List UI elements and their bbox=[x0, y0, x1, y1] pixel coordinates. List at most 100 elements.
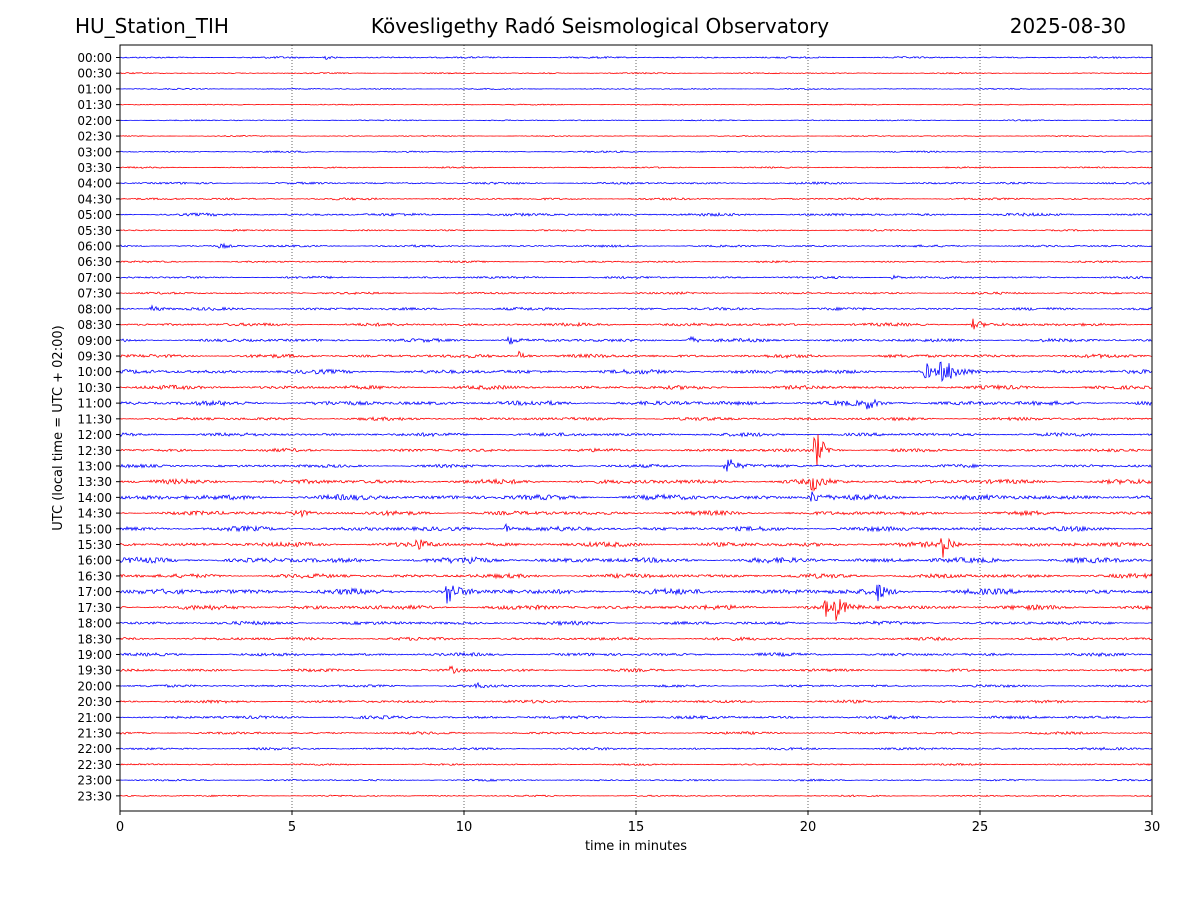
trace-0030 bbox=[119, 71, 1153, 75]
row-label: 21:00 bbox=[77, 711, 112, 725]
row-label: 17:30 bbox=[77, 601, 112, 615]
trace-0100 bbox=[119, 87, 1153, 91]
trace-0230 bbox=[119, 134, 1153, 138]
trace-0300 bbox=[119, 150, 1153, 154]
row-label: 15:30 bbox=[77, 538, 112, 552]
row-label: 09:00 bbox=[77, 334, 112, 348]
row-label: 04:00 bbox=[77, 177, 112, 191]
row-label: 19:00 bbox=[77, 648, 112, 662]
trace-1530 bbox=[119, 537, 1153, 558]
trace-1900 bbox=[119, 651, 1152, 658]
row-label: 22:00 bbox=[77, 742, 112, 756]
trace-0800 bbox=[119, 304, 1153, 312]
row-label: 11:00 bbox=[77, 397, 112, 411]
row-label: 17:00 bbox=[77, 585, 112, 599]
x-tick-label: 20 bbox=[800, 820, 817, 835]
row-label: 03:30 bbox=[77, 161, 112, 175]
trace-0200 bbox=[119, 119, 1153, 122]
trace-2200 bbox=[119, 746, 1153, 751]
station-name: HU_Station_TIH bbox=[75, 14, 229, 38]
row-label: 13:30 bbox=[77, 475, 112, 489]
row-label: 16:30 bbox=[77, 569, 112, 583]
trace-0530 bbox=[119, 228, 1153, 232]
row-label: 08:30 bbox=[77, 318, 112, 332]
x-tick-label: 25 bbox=[972, 820, 989, 835]
x-tick-label: 0 bbox=[116, 820, 124, 835]
trace-0000 bbox=[119, 55, 1153, 60]
row-label: 03:00 bbox=[77, 145, 112, 159]
row-label: 14:30 bbox=[77, 507, 112, 521]
row-label: 22:30 bbox=[77, 758, 112, 772]
row-label: 06:00 bbox=[77, 240, 112, 254]
trace-2100 bbox=[119, 714, 1153, 721]
trace-1300 bbox=[119, 459, 1153, 472]
trace-1930 bbox=[119, 665, 1153, 675]
row-label: 07:00 bbox=[77, 271, 112, 285]
trace-1400 bbox=[119, 491, 1153, 502]
x-tick-label: 5 bbox=[288, 820, 296, 835]
x-tick-label: 10 bbox=[456, 820, 473, 835]
row-label: 00:00 bbox=[77, 51, 112, 65]
row-label: 20:00 bbox=[77, 679, 112, 693]
row-label: 07:30 bbox=[77, 287, 112, 301]
row-label: 23:30 bbox=[77, 789, 112, 803]
trace-1630 bbox=[119, 572, 1153, 580]
row-label: 05:30 bbox=[77, 224, 112, 238]
trace-0900 bbox=[119, 335, 1153, 345]
trace-0930 bbox=[119, 350, 1153, 360]
row-label: 01:30 bbox=[77, 98, 112, 112]
row-label: 23:00 bbox=[77, 774, 112, 788]
row-label: 19:30 bbox=[77, 664, 112, 678]
trace-2230 bbox=[119, 763, 1153, 767]
row-label: 15:00 bbox=[77, 522, 112, 536]
y-axis-label: UTC (local time = UTC + 02:00) bbox=[51, 325, 66, 530]
trace-1430 bbox=[119, 509, 1153, 518]
trace-2030 bbox=[119, 699, 1153, 704]
trace-1600 bbox=[119, 556, 1153, 565]
trace-0830 bbox=[119, 318, 1153, 330]
row-label: 01:00 bbox=[77, 82, 112, 96]
trace-2300 bbox=[119, 778, 1153, 782]
row-label: 18:30 bbox=[77, 632, 112, 646]
trace-0730 bbox=[119, 291, 1153, 296]
trace-0400 bbox=[119, 181, 1153, 185]
seismic-traces bbox=[119, 55, 1153, 798]
row-label: 08:00 bbox=[77, 302, 112, 316]
row-label: 00:30 bbox=[77, 67, 112, 81]
x-axis-ticks: 0 5 10 15 20 25 30 bbox=[116, 811, 1160, 835]
row-label: 02:00 bbox=[77, 114, 112, 128]
trace-1200 bbox=[119, 431, 1153, 438]
x-tick-label: 15 bbox=[628, 820, 645, 835]
trace-0500 bbox=[119, 212, 1153, 217]
row-label: 06:30 bbox=[77, 255, 112, 269]
row-label: 02:30 bbox=[77, 130, 112, 144]
row-label: 20:30 bbox=[77, 695, 112, 709]
trace-0330 bbox=[119, 166, 1153, 169]
row-label: 18:00 bbox=[77, 617, 112, 631]
row-label: 12:00 bbox=[77, 428, 112, 442]
trace-1000 bbox=[119, 361, 1153, 383]
x-tick-label: 30 bbox=[1144, 820, 1161, 835]
plot-date: 2025-08-30 bbox=[1009, 14, 1126, 38]
row-label: 13:00 bbox=[77, 459, 112, 473]
row-label: 10:00 bbox=[77, 365, 112, 379]
row-label: 05:00 bbox=[77, 208, 112, 222]
trace-1330 bbox=[119, 477, 1153, 492]
trace-0700 bbox=[119, 274, 1153, 280]
trace-1500 bbox=[119, 523, 1153, 533]
row-label: 14:00 bbox=[77, 491, 112, 505]
row-label: 16:00 bbox=[77, 554, 112, 568]
trace-1730 bbox=[119, 599, 1153, 621]
row-label: 21:30 bbox=[77, 727, 112, 741]
trace-1100 bbox=[119, 398, 1153, 410]
trace-0600 bbox=[119, 242, 1153, 250]
trace-0130 bbox=[119, 103, 1153, 106]
trace-0430 bbox=[119, 197, 1153, 201]
vertical-grid bbox=[291, 45, 981, 811]
row-label: 04:30 bbox=[77, 192, 112, 206]
trace-1830 bbox=[119, 636, 1153, 642]
trace-1700 bbox=[119, 584, 1153, 604]
row-label: 10:30 bbox=[77, 381, 112, 395]
